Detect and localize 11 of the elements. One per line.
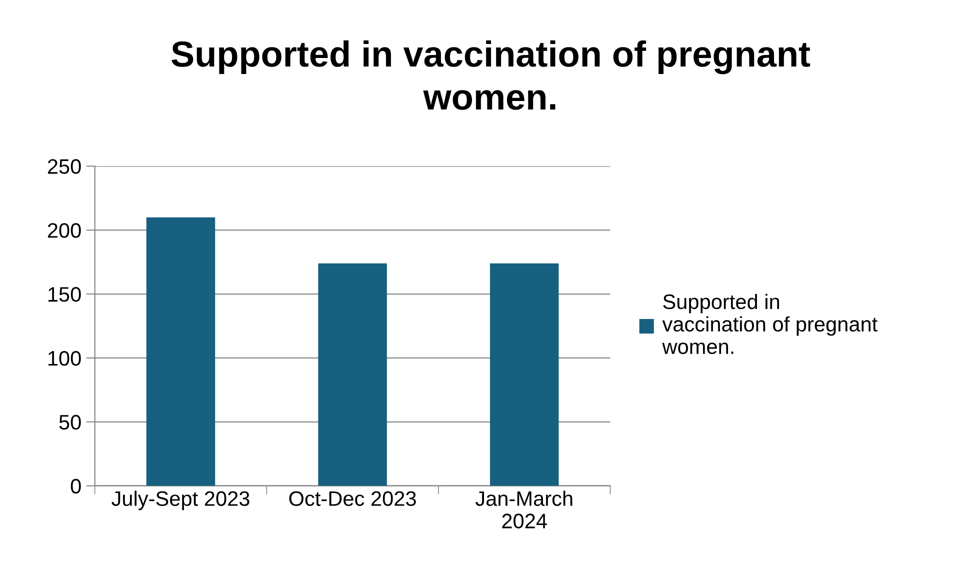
chart-title: Supported in vaccination of pregnant women. [172,40,810,110]
y-tick-label: 150 [48,287,81,302]
x-tick-label: Oct-Dec 2023 [289,491,416,506]
x-tick-label: Jan-March 2024 [475,490,572,528]
legend-label: Supported in vaccination of pregnant women. [662,294,878,354]
y-tick-label: 250 [48,159,81,174]
y-tick-label: 50 [59,414,81,430]
x-tick-label: July-Sept 2023 [112,490,250,510]
y-tick-label: 200 [48,223,81,238]
y-tick-label: 100 [48,350,81,366]
y-tick-label: 0 [70,478,81,494]
